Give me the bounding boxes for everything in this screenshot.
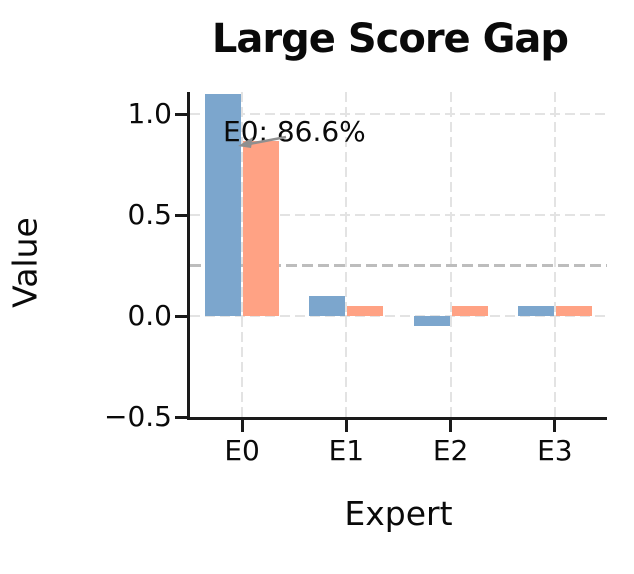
y-tick-mark--0.5 — [175, 415, 187, 419]
v-gridline-E1 — [345, 92, 348, 417]
x-tick-label-E2: E2 — [432, 434, 469, 467]
x-axis-label: Expert — [344, 494, 453, 533]
bar-blue-E3 — [517, 305, 554, 317]
bar-orange-E0 — [243, 141, 280, 317]
y-tick-label-0: 0.0 — [127, 299, 172, 333]
x-tick-mark-E2 — [449, 420, 453, 432]
x-tick-mark-E0 — [240, 420, 244, 432]
bar-orange-E3 — [555, 305, 592, 317]
x-tick-label-E0: E0 — [224, 434, 260, 467]
bar-orange-E1 — [347, 305, 384, 317]
chart-title: Large Score Gap — [211, 16, 569, 62]
x-axis-spine — [187, 417, 607, 420]
x-tick-label-E3: E3 — [537, 434, 573, 467]
x-tick-mark-E3 — [553, 420, 557, 432]
x-tick-label-E1: E1 — [328, 434, 365, 467]
y-tick-mark-0 — [175, 314, 187, 318]
bar-blue-E1 — [309, 295, 346, 317]
bar-blue-E2 — [413, 316, 450, 327]
v-gridline-E0 — [241, 92, 244, 417]
y-tick-mark-1 — [175, 112, 187, 116]
annotation-arrow-icon — [238, 135, 287, 148]
y-axis-spine — [187, 92, 190, 420]
y-tick-label-1: 1.0 — [127, 97, 172, 131]
v-gridline-E3 — [553, 92, 556, 417]
h-gridline-1 — [190, 113, 607, 116]
y-tick-mark-0.5 — [175, 213, 187, 217]
y-tick-label--0.5: −0.5 — [104, 400, 172, 433]
v-gridline-E2 — [449, 92, 452, 417]
bar-blue-E0 — [205, 94, 242, 317]
h-gridline-0 — [190, 315, 607, 318]
threshold-line — [190, 264, 607, 268]
bar-orange-E2 — [451, 305, 488, 317]
x-tick-mark-E1 — [344, 420, 348, 432]
y-tick-label-0.5: 0.5 — [127, 198, 172, 232]
plot-area — [190, 92, 607, 417]
h-gridline-0.5 — [190, 214, 607, 217]
y-axis-label: Value — [5, 217, 45, 308]
